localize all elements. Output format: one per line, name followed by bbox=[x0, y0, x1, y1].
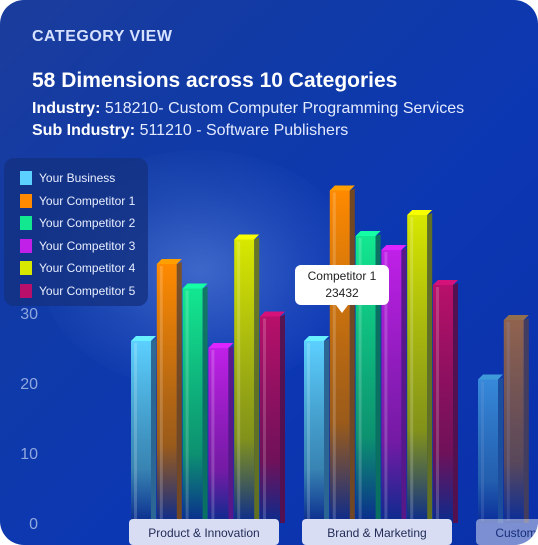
subindustry-value: 511210 - Software Publishers bbox=[139, 122, 349, 139]
bar[interactable] bbox=[355, 231, 381, 523]
svg-text:Custom: Custom bbox=[495, 526, 536, 540]
industry-value: 518210- Custom Computer Programming Serv… bbox=[104, 100, 465, 117]
category-label: Custom bbox=[476, 519, 538, 545]
svg-text:Product & Innovation: Product & Innovation bbox=[148, 526, 259, 540]
category-label: Product & Innovation bbox=[129, 519, 279, 545]
bar[interactable] bbox=[433, 280, 458, 523]
page-title: 58 Dimensions across 10 Categories bbox=[32, 69, 398, 92]
industry-label: Industry: bbox=[32, 100, 101, 117]
bar-tooltip: Competitor 1 23432 bbox=[295, 265, 389, 305]
industry-line: Industry: 518210- Custom Computer Progra… bbox=[32, 100, 464, 118]
y-tick-label: 0 bbox=[29, 516, 38, 533]
bar[interactable] bbox=[381, 245, 407, 523]
bar[interactable] bbox=[182, 283, 208, 524]
subindustry-label: Sub Industry: bbox=[32, 122, 136, 139]
bar[interactable] bbox=[131, 336, 156, 523]
legend-label: Your Business bbox=[39, 171, 116, 185]
bar[interactable] bbox=[503, 315, 529, 523]
tooltip-arrow bbox=[336, 305, 348, 313]
legend-label: Your Competitor 4 bbox=[39, 261, 136, 276]
bar[interactable] bbox=[234, 234, 260, 524]
bar[interactable] bbox=[208, 343, 234, 523]
y-tick-label: 30 bbox=[20, 306, 38, 323]
bar[interactable] bbox=[407, 210, 433, 523]
chart-legend: Your Business Your Competitor 1 Your Compe… bbox=[4, 158, 148, 306]
bar[interactable] bbox=[260, 311, 285, 524]
y-tick-label: 20 bbox=[20, 376, 38, 393]
bar[interactable] bbox=[478, 374, 503, 524]
legend-swatch bbox=[20, 238, 32, 253]
bar[interactable] bbox=[156, 259, 182, 523]
legend-label: Your Competitor 3 bbox=[39, 238, 136, 253]
legend-swatch bbox=[20, 261, 32, 276]
bar-chart: 0 10 20 30 Product & Innovation Brand & Marke… bbox=[20, 185, 538, 545]
subindustry-line: Sub Industry: 511210 - Software Publishe… bbox=[32, 122, 348, 140]
bar[interactable] bbox=[329, 185, 355, 524]
legend-label: Your Competitor 5 bbox=[39, 284, 136, 298]
legend-swatch bbox=[20, 284, 32, 298]
legend-swatch bbox=[20, 193, 32, 208]
legend-swatch bbox=[20, 216, 32, 231]
y-tick-label: 10 bbox=[20, 446, 38, 463]
legend-label: Your Competitor 2 bbox=[39, 216, 136, 231]
tooltip-value: 23432 bbox=[325, 286, 359, 300]
legend-swatch bbox=[20, 171, 32, 185]
bar[interactable] bbox=[304, 336, 329, 523]
section-label: CATEGORY VIEW bbox=[32, 28, 173, 45]
svg-text:Brand & Marketing: Brand & Marketing bbox=[327, 526, 426, 540]
category-label: Brand & Marketing bbox=[302, 519, 452, 545]
legend-label: Your Competitor 1 bbox=[39, 193, 136, 208]
tooltip-series: Competitor 1 bbox=[307, 269, 377, 283]
